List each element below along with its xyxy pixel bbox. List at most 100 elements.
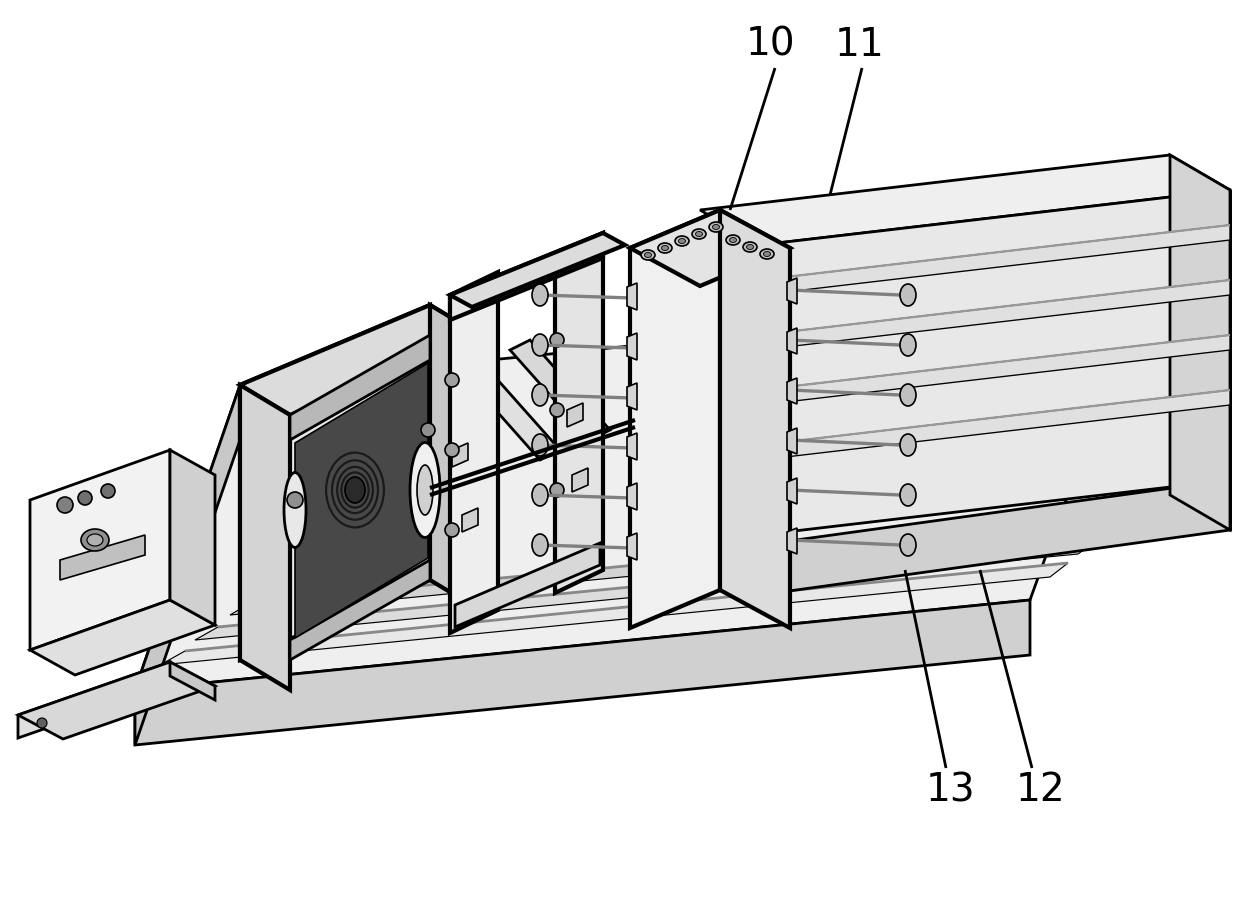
Polygon shape <box>135 295 1140 690</box>
Polygon shape <box>229 518 1123 615</box>
Ellipse shape <box>641 250 655 260</box>
Polygon shape <box>627 483 637 510</box>
Polygon shape <box>290 560 430 660</box>
Polygon shape <box>295 363 428 638</box>
Polygon shape <box>627 333 637 360</box>
Polygon shape <box>627 383 637 410</box>
Ellipse shape <box>417 465 433 515</box>
Ellipse shape <box>900 384 916 406</box>
Ellipse shape <box>678 239 686 244</box>
Polygon shape <box>170 450 215 625</box>
Ellipse shape <box>692 229 706 239</box>
Circle shape <box>286 492 303 508</box>
Polygon shape <box>453 443 467 467</box>
Ellipse shape <box>675 236 689 246</box>
Polygon shape <box>787 328 797 354</box>
Circle shape <box>445 443 459 457</box>
Ellipse shape <box>696 232 703 236</box>
Polygon shape <box>760 390 1230 460</box>
Polygon shape <box>30 450 170 650</box>
Ellipse shape <box>746 244 754 249</box>
Ellipse shape <box>900 534 916 556</box>
Polygon shape <box>170 662 215 700</box>
Circle shape <box>422 423 435 437</box>
Polygon shape <box>430 305 480 610</box>
Ellipse shape <box>709 222 723 232</box>
Polygon shape <box>760 190 1230 535</box>
Circle shape <box>551 483 564 497</box>
Ellipse shape <box>900 434 916 456</box>
Ellipse shape <box>532 484 548 506</box>
Circle shape <box>445 523 459 537</box>
Ellipse shape <box>345 477 365 503</box>
Polygon shape <box>787 278 797 304</box>
Polygon shape <box>60 535 145 580</box>
Polygon shape <box>160 563 1068 665</box>
Ellipse shape <box>87 534 103 546</box>
Circle shape <box>37 718 47 728</box>
Polygon shape <box>760 335 1230 405</box>
Polygon shape <box>241 305 480 415</box>
Polygon shape <box>135 385 241 745</box>
Ellipse shape <box>410 443 440 538</box>
Ellipse shape <box>532 434 548 456</box>
Ellipse shape <box>725 235 740 245</box>
Polygon shape <box>556 233 603 593</box>
Ellipse shape <box>284 472 306 548</box>
Polygon shape <box>630 210 720 628</box>
Polygon shape <box>450 233 625 307</box>
Polygon shape <box>630 210 790 286</box>
Ellipse shape <box>900 284 916 306</box>
Circle shape <box>551 403 564 417</box>
Polygon shape <box>463 508 477 532</box>
Ellipse shape <box>900 334 916 356</box>
Polygon shape <box>787 478 797 504</box>
Text: 13: 13 <box>925 771 975 809</box>
Polygon shape <box>30 600 215 675</box>
Ellipse shape <box>743 242 756 252</box>
Polygon shape <box>460 360 560 460</box>
Polygon shape <box>627 433 637 460</box>
Text: 11: 11 <box>835 26 885 64</box>
Ellipse shape <box>764 252 770 256</box>
Ellipse shape <box>532 284 548 306</box>
Polygon shape <box>290 335 430 440</box>
Polygon shape <box>627 533 637 560</box>
Text: 10: 10 <box>745 26 795 64</box>
Polygon shape <box>567 403 583 427</box>
Polygon shape <box>720 210 790 628</box>
Polygon shape <box>19 662 170 738</box>
Circle shape <box>57 497 73 513</box>
Polygon shape <box>510 340 610 440</box>
Polygon shape <box>760 225 1230 295</box>
Ellipse shape <box>81 529 109 551</box>
Polygon shape <box>760 280 1230 350</box>
Ellipse shape <box>532 534 548 556</box>
Circle shape <box>100 484 115 498</box>
Polygon shape <box>195 542 1095 640</box>
Polygon shape <box>455 543 600 627</box>
Polygon shape <box>241 385 290 690</box>
Polygon shape <box>135 600 1030 745</box>
Ellipse shape <box>713 224 719 230</box>
Polygon shape <box>787 428 797 454</box>
Polygon shape <box>241 305 430 660</box>
Polygon shape <box>1171 155 1230 530</box>
Ellipse shape <box>658 243 672 253</box>
Polygon shape <box>19 662 215 739</box>
Circle shape <box>445 373 459 387</box>
Polygon shape <box>787 528 797 554</box>
Ellipse shape <box>661 245 668 251</box>
Polygon shape <box>760 480 1230 595</box>
Ellipse shape <box>645 253 651 257</box>
Polygon shape <box>450 233 603 320</box>
Ellipse shape <box>760 249 774 259</box>
Ellipse shape <box>532 334 548 356</box>
Text: 12: 12 <box>1016 771 1065 809</box>
Polygon shape <box>450 272 498 633</box>
Ellipse shape <box>900 484 916 506</box>
Circle shape <box>78 491 92 505</box>
Polygon shape <box>787 378 797 404</box>
Circle shape <box>551 333 564 347</box>
Polygon shape <box>572 468 588 492</box>
